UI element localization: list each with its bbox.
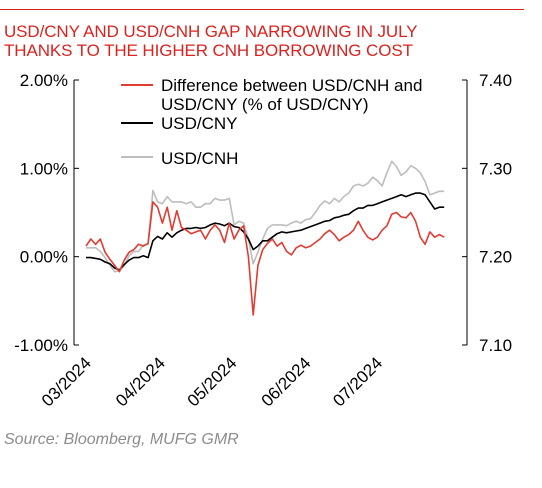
left-y-tick-label: 0.00% <box>20 248 68 267</box>
x-tick-label: 03/2024 <box>38 353 95 410</box>
legend-label: USD/CNH <box>161 149 238 168</box>
legend-label-cont: USD/CNY (% of USD/CNY) <box>161 95 369 114</box>
left-y-tick-label: 1.00% <box>20 159 68 178</box>
legend-label: Difference between USD/CNH and <box>161 76 422 95</box>
right-y-tick-label: 7.40 <box>479 71 512 90</box>
right-y-tick-label: 7.10 <box>479 336 512 355</box>
x-tick-label: 06/2024 <box>258 353 315 410</box>
x-tick-label: 04/2024 <box>112 353 169 410</box>
series-line-usdcny <box>86 192 445 271</box>
chart-title-line-1: USD/CNY AND USD/CNH GAP NARROWING IN JUL… <box>4 22 418 41</box>
right-y-tick-label: 7.30 <box>479 159 512 178</box>
title-rule <box>0 9 524 10</box>
source-note: Source: Bloomberg, MUFG GMR <box>4 431 239 448</box>
right-y-tick-label: 7.20 <box>479 248 512 267</box>
left-y-tick-label: -1.00% <box>14 336 68 355</box>
x-tick-label: 07/2024 <box>329 353 386 410</box>
left-y-tick-label: 2.00% <box>20 71 68 90</box>
series-line-difference <box>85 201 445 316</box>
chart-title-line-2: THANKS TO THE HIGHER CNH BORROWING COST <box>4 41 413 60</box>
x-tick-label: 05/2024 <box>184 353 241 410</box>
legend-label: USD/CNY <box>161 114 238 133</box>
